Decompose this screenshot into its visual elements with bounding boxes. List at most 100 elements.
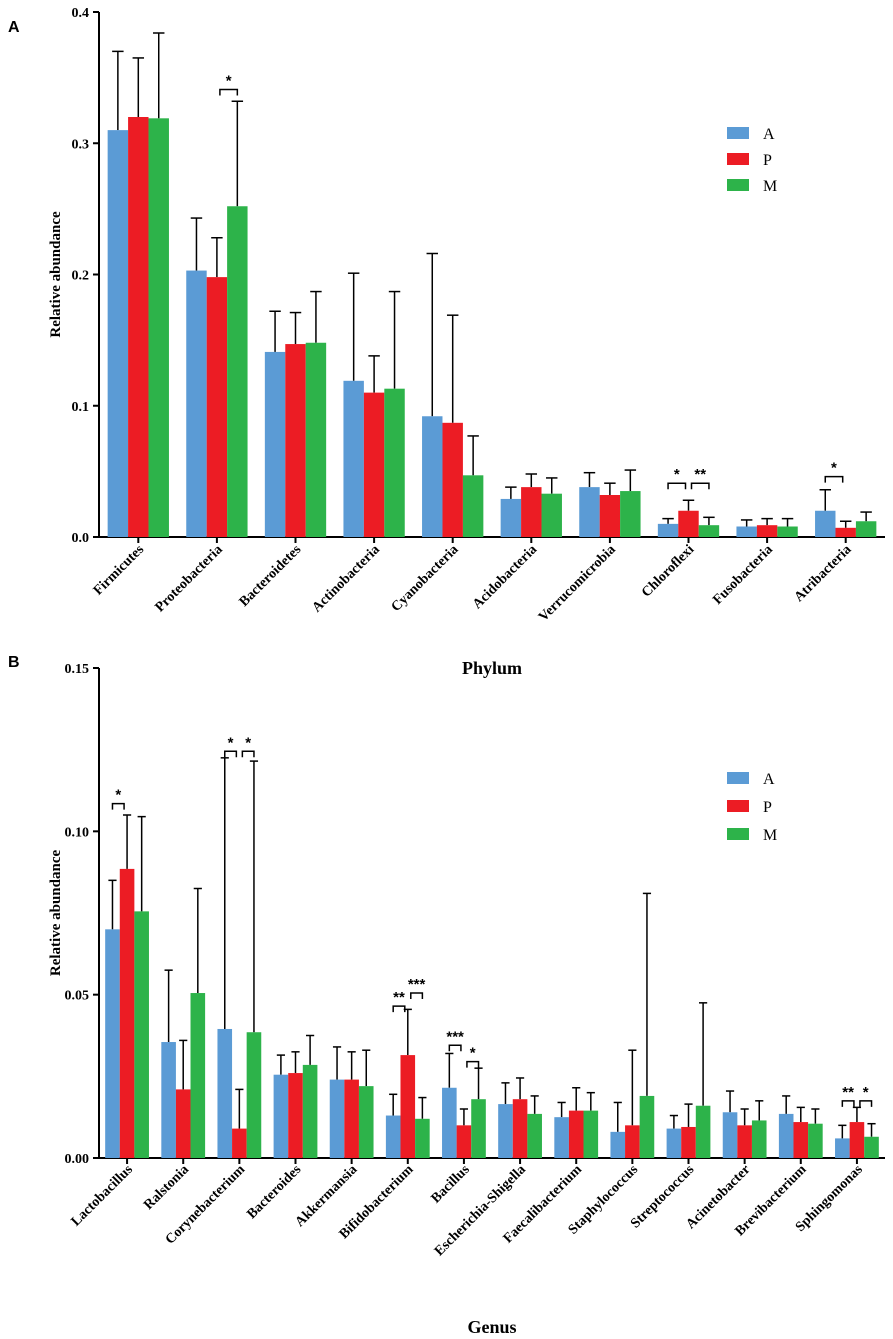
bar-escherichia-shigella-m [527,1113,542,1158]
significance-bracket [111,802,125,810]
bar-acinetobacter-m [751,1120,767,1158]
significance-label: ** [393,989,405,1006]
bar-cyanobacteria-p [442,422,463,537]
y-tick-label: 0.05 [65,989,90,1004]
bar-bacteroidetes-p [285,344,306,537]
legend-label-a: A [763,771,775,788]
category-label-ralstonia: Ralstonia [141,1162,192,1213]
significance-bracket [667,482,687,490]
bar-acinetobacter-a [722,1112,738,1158]
significance-bracket [410,992,424,1000]
y-tick-label: 0.10 [65,825,90,840]
bar-sphingomonas-m [864,1136,879,1158]
bar-atribacteria-p [835,527,856,537]
category-label-verrucomicrobia: Verrucomicrobia [536,542,619,625]
bar-cyanobacteria-m [462,475,484,537]
bar-lactobacillus-a [105,929,120,1158]
bar-acidobacteria-a [500,498,522,537]
significance-bracket [466,1060,480,1068]
significance-label: * [226,72,232,89]
y-tick-label: 0.00 [65,1152,90,1167]
legend-swatch-a [727,772,749,784]
y-tick-label: 0.4 [72,6,90,21]
bar-escherichia-shigella-a [498,1104,513,1158]
category-label-bacteroidetes: Bacteroidetes [237,542,305,610]
significance-label: ** [842,1084,854,1101]
bar-faecalibacterium-m [583,1110,599,1158]
bar-escherichia-shigella-p [512,1099,528,1158]
significance-label: * [674,466,680,483]
category-label-firmicutes: Firmicutes [91,542,148,599]
panel-letter: B [8,654,20,671]
bar-sphingomonas-a [835,1138,850,1158]
significance-label: *** [446,1028,464,1045]
significance-bracket [392,1005,406,1013]
significance-label: ** [694,466,706,483]
bar-firmicutes-m [148,118,169,537]
legend-label-a: A [763,126,775,143]
category-label-fusobacteria: Fusobacteria [710,542,776,608]
legend-swatch-p [727,800,749,812]
bar-bacteroides-p [288,1073,303,1158]
bar-staphylococcus-p [625,1125,640,1158]
y-axis-title: Relative abundance [48,850,64,977]
significance-label: * [228,734,234,751]
panel-letter: A [8,19,20,36]
y-axis-title: Relative abundance [48,211,64,338]
bar-proteobacteria-m [227,206,248,537]
bar-brevibacterium-m [808,1123,823,1158]
bar-fusobacteria-p [756,525,778,537]
bar-firmicutes-a [107,130,129,537]
y-tick-label: 0.15 [65,662,90,677]
significance-label: * [470,1045,476,1062]
bar-ralstonia-a [161,1042,176,1158]
bar-verrucomicrobia-a [579,487,600,537]
bar-acidobacteria-m [541,493,562,537]
legend-swatch-m [727,179,749,191]
significance-bracket [219,88,239,96]
bar-lactobacillus-p [119,868,135,1158]
bar-bifidobacterium-p [400,1055,416,1158]
bar-bacillus-m [471,1099,486,1158]
significance-label: * [831,460,837,477]
bar-faecalibacterium-a [554,1117,569,1158]
bar-cyanobacteria-a [422,416,443,537]
legend-label-m: M [763,178,777,195]
bar-acinetobacter-p [737,1125,752,1158]
bar-streptococcus-a [666,1128,682,1158]
bar-corynebacterium-p [232,1128,247,1158]
x-axis-title: Genus [467,1317,516,1337]
bar-corynebacterium-a [217,1028,233,1158]
bar-actinobacteria-m [384,388,405,537]
significance-label: *** [408,976,426,993]
bar-bifidobacterium-a [385,1115,401,1158]
bar-akkermansia-a [329,1079,345,1158]
bar-lactobacillus-m [134,911,149,1158]
bar-bacteroides-m [302,1064,318,1158]
bar-proteobacteria-p [206,277,228,537]
legend-label-m: M [763,827,777,844]
bar-corynebacterium-m [246,1032,262,1158]
significance-bracket [859,1100,873,1107]
category-label-cyanobacteria: Cyanobacteria [389,542,462,615]
bar-chloroflexi-a [657,523,679,537]
category-label-acidobacteria: Acidobacteria [470,542,540,612]
y-tick-label: 0.0 [72,531,90,546]
category-label-lactobacillus: Lactobacillus [69,1162,137,1230]
legend-swatch-a [727,127,749,139]
bar-fusobacteria-m [777,526,798,537]
bar-brevibacterium-a [778,1113,794,1158]
bar-bacillus-p [456,1125,472,1158]
y-tick-label: 0.2 [72,269,90,284]
bar-streptococcus-p [681,1126,696,1158]
bar-firmicutes-p [128,117,149,537]
category-label-bacteroides: Bacteroides [244,1162,304,1222]
category-label-chloroflexi: Chloroflexi [639,542,697,600]
legend-label-p: P [763,152,772,169]
y-tick-label: 0.3 [72,137,90,152]
bar-ralstonia-p [175,1089,191,1158]
significance-label: * [115,787,121,804]
category-label-atribacteria: Atribacteria [792,542,855,605]
bar-ralstonia-m [190,993,206,1158]
